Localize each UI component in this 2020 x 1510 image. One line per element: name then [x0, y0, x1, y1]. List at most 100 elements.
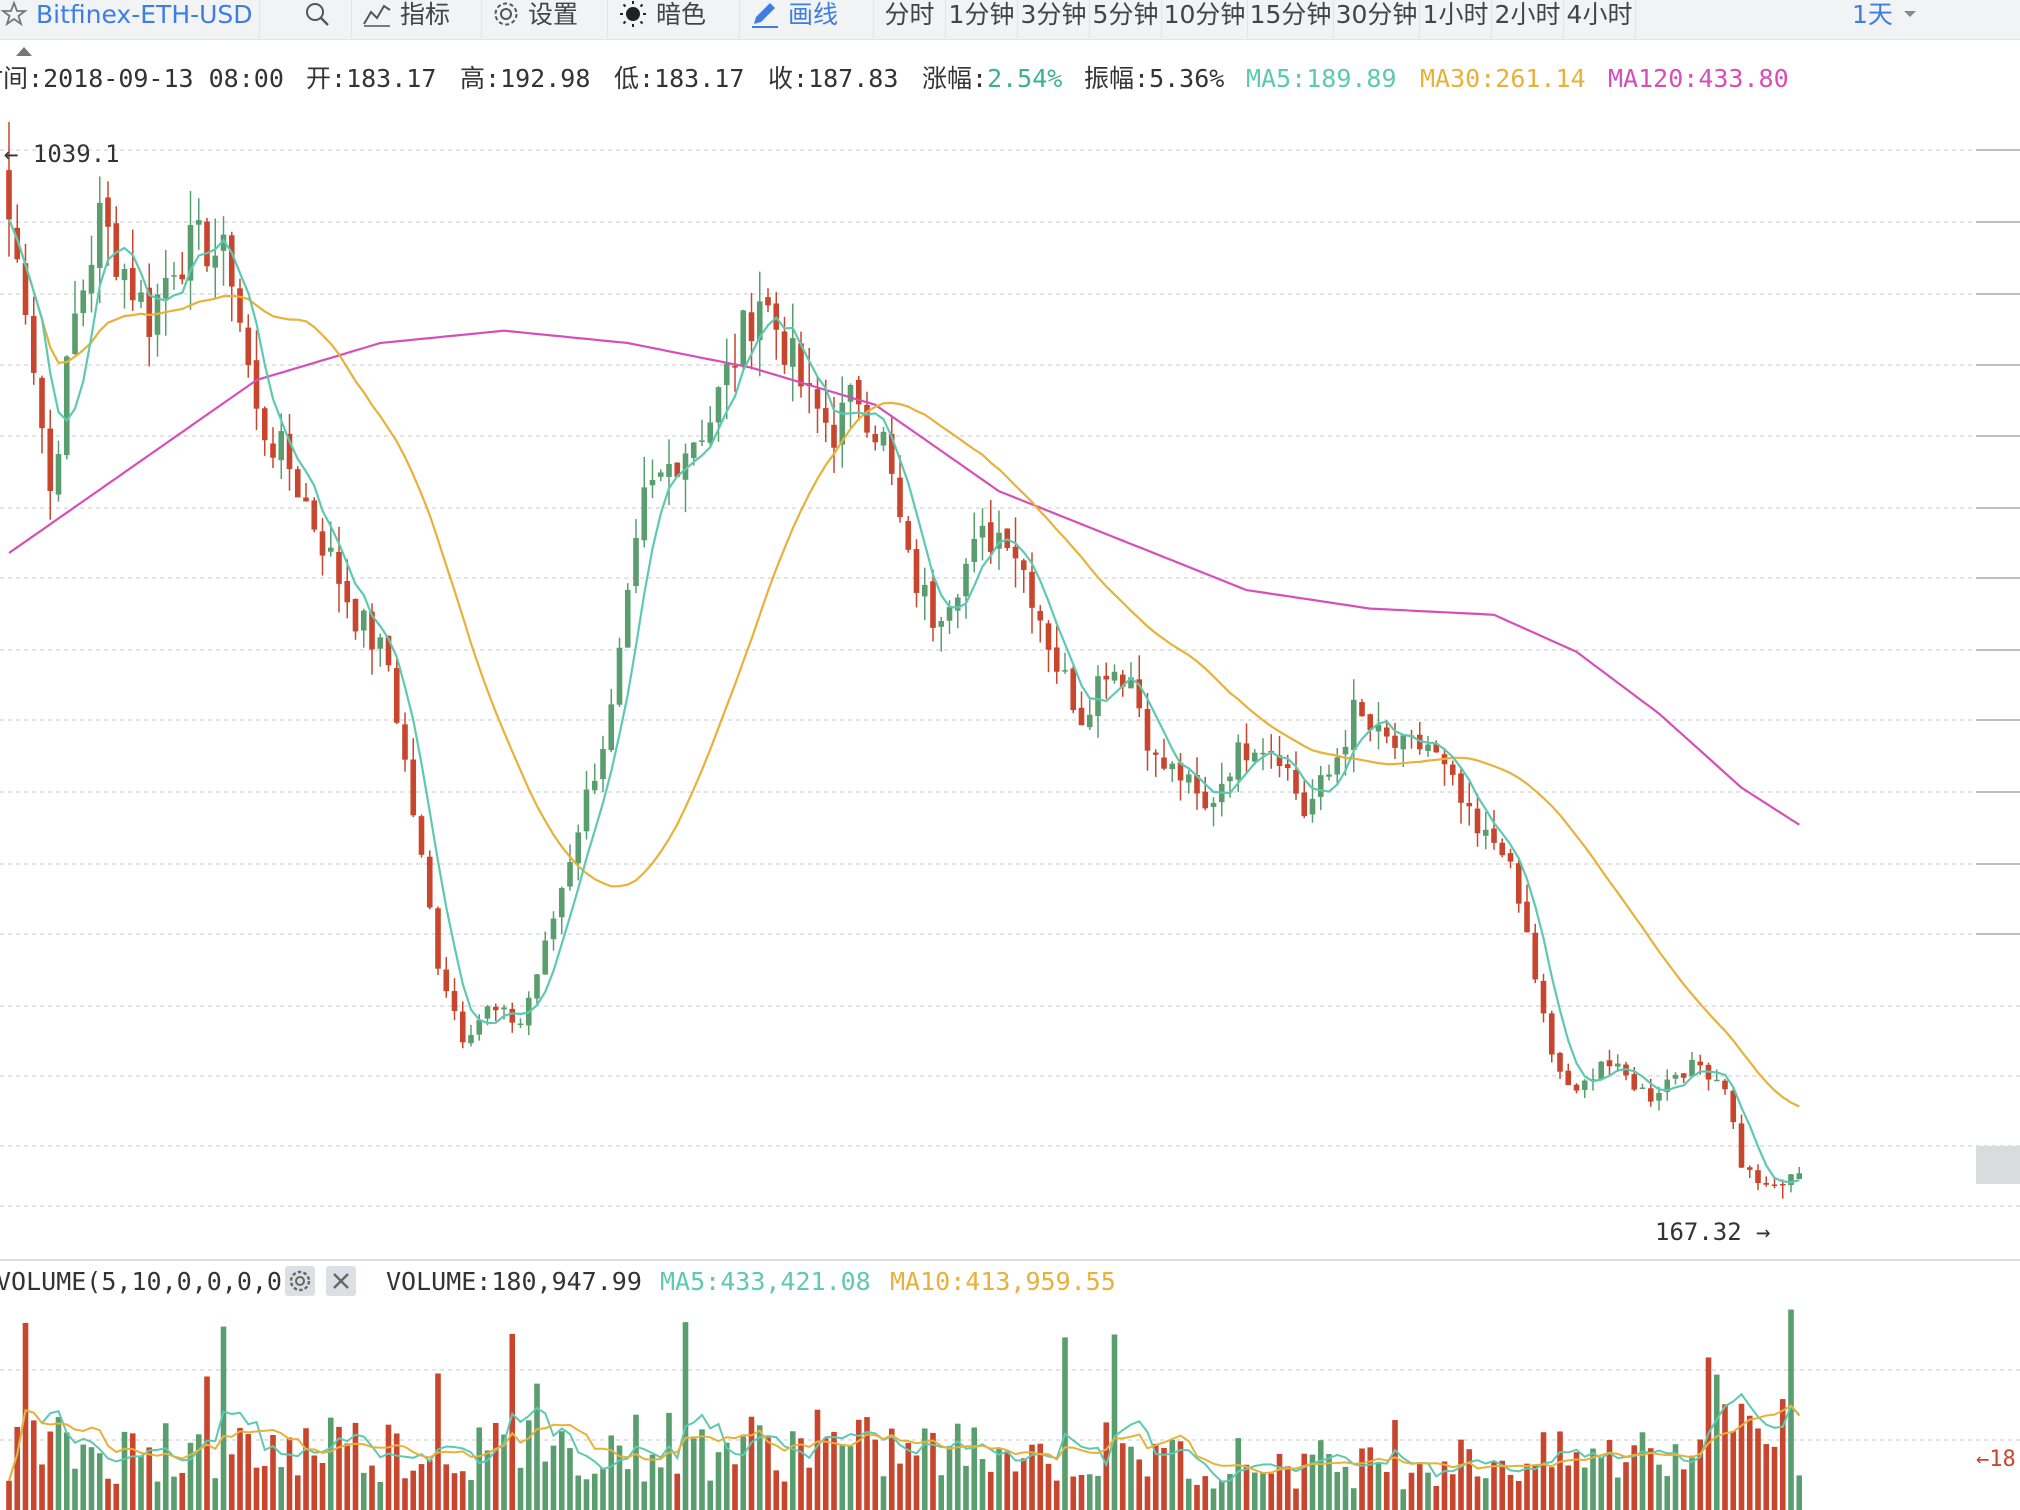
candle-body[interactable]	[1161, 757, 1167, 769]
candle-body[interactable]	[641, 487, 648, 541]
candle-body[interactable]	[954, 597, 961, 611]
candle-body[interactable]	[1119, 674, 1126, 687]
volume-bar[interactable]	[1210, 1488, 1217, 1510]
volume-bar[interactable]	[657, 1467, 664, 1510]
period-tab-30分钟[interactable]: 30分钟	[1334, 0, 1420, 38]
volume-bar[interactable]	[1078, 1474, 1085, 1510]
candle-body[interactable]	[1095, 676, 1101, 717]
candle-body[interactable]	[1317, 775, 1324, 797]
candle-body[interactable]	[1590, 1079, 1596, 1081]
candle-body[interactable]	[732, 365, 738, 368]
candle-body[interactable]	[567, 862, 573, 887]
candle-body[interactable]	[14, 227, 21, 260]
volume-bar[interactable]	[212, 1478, 219, 1510]
candle-body[interactable]	[1053, 647, 1060, 672]
candle-body[interactable]	[1598, 1061, 1605, 1080]
candle-body[interactable]	[1746, 1167, 1753, 1170]
volume-bar[interactable]	[773, 1470, 780, 1510]
volume-bar[interactable]	[1383, 1471, 1390, 1510]
candle-body[interactable]	[1152, 752, 1159, 755]
volume-bar[interactable]	[22, 1322, 29, 1510]
candle-body[interactable]	[1235, 742, 1242, 780]
period-tab-1分钟[interactable]: 1分钟	[946, 0, 1018, 38]
volume-bar[interactable]	[600, 1468, 606, 1510]
volume-bar[interactable]	[1738, 1403, 1745, 1510]
candle-body[interactable]	[624, 589, 631, 648]
volume-bar[interactable]	[1334, 1471, 1341, 1510]
candle-body[interactable]	[459, 1011, 466, 1043]
volume-bar[interactable]	[204, 1376, 210, 1510]
candle-body[interactable]	[1334, 757, 1341, 775]
volume-bar[interactable]	[1062, 1337, 1068, 1510]
candle-body[interactable]	[360, 610, 367, 631]
volume-bar[interactable]	[14, 1426, 21, 1510]
candle-body[interactable]	[501, 1007, 507, 1010]
candle-body[interactable]	[1086, 714, 1093, 728]
volume-bar[interactable]	[509, 1333, 516, 1510]
candle-body[interactable]	[237, 288, 243, 323]
candle-body[interactable]	[756, 301, 763, 341]
candle-body[interactable]	[765, 297, 771, 306]
volume-bar[interactable]	[146, 1447, 153, 1510]
candle-body[interactable]	[1251, 752, 1258, 762]
candle-body[interactable]	[616, 647, 623, 705]
volume-bar[interactable]	[1449, 1474, 1456, 1510]
volume-settings-button[interactable]	[285, 1266, 315, 1296]
volume-bar[interactable]	[996, 1449, 1002, 1510]
candle-body[interactable]	[864, 404, 870, 433]
candle-body[interactable]	[1185, 774, 1192, 783]
candle-body[interactable]	[72, 313, 78, 355]
volume-bar[interactable]	[1557, 1431, 1563, 1510]
candle-body[interactable]	[80, 290, 87, 314]
candle-body[interactable]	[1573, 1084, 1580, 1091]
candle-body[interactable]	[1210, 802, 1217, 807]
period-tab-15分钟[interactable]: 15分钟	[1248, 0, 1334, 38]
candle-body[interactable]	[1779, 1183, 1786, 1186]
period-tab-分时[interactable]: 分时	[874, 0, 946, 38]
candle-body[interactable]	[1062, 670, 1068, 672]
volume-bar[interactable]	[1491, 1461, 1497, 1510]
volume-bar[interactable]	[888, 1428, 895, 1510]
candle-body[interactable]	[327, 547, 334, 552]
volume-bar[interactable]	[1111, 1334, 1118, 1510]
volume-bar[interactable]	[715, 1452, 722, 1510]
candle-body[interactable]	[1078, 707, 1085, 726]
candle-body[interactable]	[1639, 1087, 1646, 1090]
volume-bar[interactable]	[872, 1439, 879, 1510]
volume-bar[interactable]	[699, 1429, 705, 1510]
volume-bar[interactable]	[426, 1460, 433, 1510]
candle-body[interactable]	[1755, 1170, 1761, 1184]
candle-body[interactable]	[558, 888, 565, 918]
candle-body[interactable]	[1326, 774, 1332, 777]
volume-bar[interactable]	[690, 1436, 697, 1510]
volume-bar[interactable]	[558, 1431, 565, 1510]
volume-bar[interactable]	[1400, 1489, 1407, 1510]
volume-bar[interactable]	[1053, 1480, 1060, 1510]
candle-body[interactable]	[451, 991, 458, 1012]
candle-body[interactable]	[1491, 828, 1497, 843]
candle-body[interactable]	[608, 704, 615, 751]
candle-body[interactable]	[47, 428, 54, 491]
volume-bar[interactable]	[492, 1422, 499, 1510]
candle-body[interactable]	[179, 274, 186, 280]
volume-bar[interactable]	[1326, 1454, 1332, 1510]
candle-body[interactable]	[1697, 1061, 1704, 1066]
volume-bar[interactable]	[1293, 1488, 1299, 1510]
volume-bar[interactable]	[402, 1478, 408, 1510]
volume-bar[interactable]	[113, 1483, 120, 1510]
volume-bar[interactable]	[1664, 1476, 1671, 1510]
candle-body[interactable]	[534, 974, 540, 999]
volume-bar[interactable]	[641, 1481, 648, 1510]
volume-bar[interactable]	[1136, 1459, 1143, 1510]
candle-body[interactable]	[1524, 901, 1530, 933]
candle-body[interactable]	[1103, 675, 1110, 680]
volume-bar[interactable]	[1788, 1309, 1794, 1510]
period-selector[interactable]: 1天	[1842, 0, 1942, 38]
volume-bar[interactable]	[171, 1476, 177, 1510]
candle-body[interactable]	[187, 225, 194, 281]
candle-body[interactable]	[162, 277, 169, 299]
volume-bar[interactable]	[831, 1431, 837, 1510]
period-tab-3分钟[interactable]: 3分钟	[1018, 0, 1090, 38]
volume-bar[interactable]	[789, 1431, 796, 1510]
volume-bar[interactable]	[435, 1373, 441, 1510]
